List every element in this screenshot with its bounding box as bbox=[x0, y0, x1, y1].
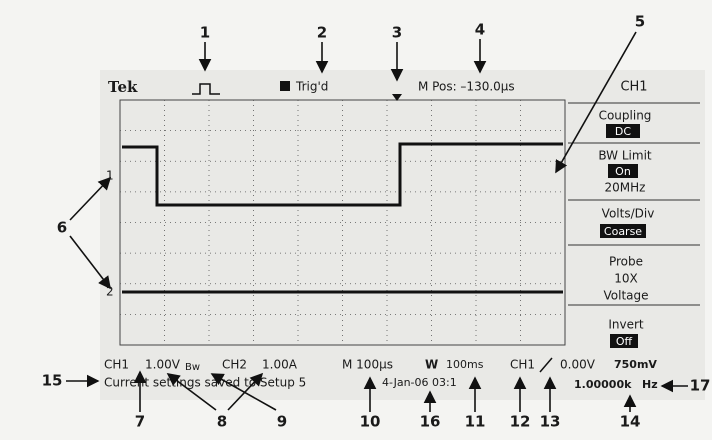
slope-icon bbox=[539, 357, 553, 373]
callout: 15 bbox=[42, 372, 63, 390]
side-menu: CH1 Coupling DC BW Limit On 20MHz Volts/… bbox=[568, 80, 700, 348]
status: W bbox=[425, 358, 438, 372]
callout: 1 bbox=[200, 24, 210, 42]
callout: 11 bbox=[465, 413, 486, 431]
callout-arrow bbox=[69, 176, 112, 221]
frequency-unit: Hz bbox=[642, 378, 658, 391]
callout-arrow bbox=[166, 373, 217, 411]
callout: 4 bbox=[475, 21, 485, 39]
menu-value-box bbox=[606, 124, 640, 138]
callout: 2 bbox=[317, 24, 327, 42]
status: 1.00A bbox=[262, 358, 298, 372]
menu-value: On bbox=[615, 165, 631, 178]
status: 100ms bbox=[446, 358, 484, 371]
status: 1.00V bbox=[145, 358, 181, 372]
menu-line: 10X bbox=[614, 272, 638, 286]
callout: 5 bbox=[635, 13, 645, 31]
callout: 7 bbox=[135, 413, 145, 431]
callout: 16 bbox=[420, 413, 441, 431]
trigger-box bbox=[280, 81, 290, 91]
date-time: 4-Jan-06 03:1 bbox=[382, 376, 457, 389]
m-pos: M Pos: –130.0µs bbox=[418, 80, 515, 94]
status: CH1 bbox=[104, 358, 129, 372]
callout: 10 bbox=[360, 413, 381, 431]
callout: 14 bbox=[620, 413, 641, 431]
callout: 8 bbox=[217, 413, 227, 431]
ch1-waveform bbox=[122, 142, 563, 207]
message: Current settings saved to Setup 5 bbox=[104, 376, 306, 390]
status: Bw bbox=[185, 362, 200, 373]
status: M 100µs bbox=[342, 358, 393, 372]
trigger-position bbox=[392, 94, 402, 101]
menu-value: Coarse bbox=[604, 225, 642, 238]
menu-line: Voltage bbox=[603, 289, 648, 303]
brand: Tek bbox=[108, 78, 138, 96]
status: CH1 bbox=[510, 358, 535, 372]
status: 750mV bbox=[614, 358, 657, 371]
frequency: 1.00000k bbox=[574, 378, 632, 391]
menu-label: Coupling bbox=[599, 109, 652, 123]
menu-extra: 20MHz bbox=[605, 181, 646, 195]
callout: 9 bbox=[277, 413, 287, 431]
menu-label: Invert bbox=[608, 318, 644, 332]
callout: 13 bbox=[540, 413, 561, 431]
menu-value: Off bbox=[616, 335, 633, 348]
menu-title: CH1 bbox=[620, 80, 647, 95]
menu-value: DC bbox=[615, 125, 631, 138]
ch1-marker: 1 bbox=[106, 169, 114, 183]
menu-value-box bbox=[608, 164, 638, 178]
trigger-icon bbox=[192, 83, 220, 95]
callout: 17 bbox=[690, 377, 711, 395]
callout: 12 bbox=[510, 413, 531, 431]
status: CH2 bbox=[222, 358, 247, 372]
menu-label: Volts/Div bbox=[602, 207, 655, 221]
callout: 6 bbox=[57, 219, 67, 237]
trigger-status: Trig'd bbox=[295, 80, 328, 94]
menu-label: Probe bbox=[609, 255, 643, 269]
callout-arrow bbox=[69, 235, 111, 290]
status: 0.00V bbox=[560, 358, 596, 372]
callout-arrow bbox=[555, 31, 637, 174]
menu-value-box bbox=[610, 334, 638, 348]
menu-value-box bbox=[600, 224, 646, 238]
callout-arrow bbox=[210, 373, 277, 411]
callout: 3 bbox=[392, 24, 402, 42]
menu-label: BW Limit bbox=[598, 149, 652, 163]
ch2-marker: 2 bbox=[106, 285, 114, 299]
graticule bbox=[119, 99, 566, 346]
